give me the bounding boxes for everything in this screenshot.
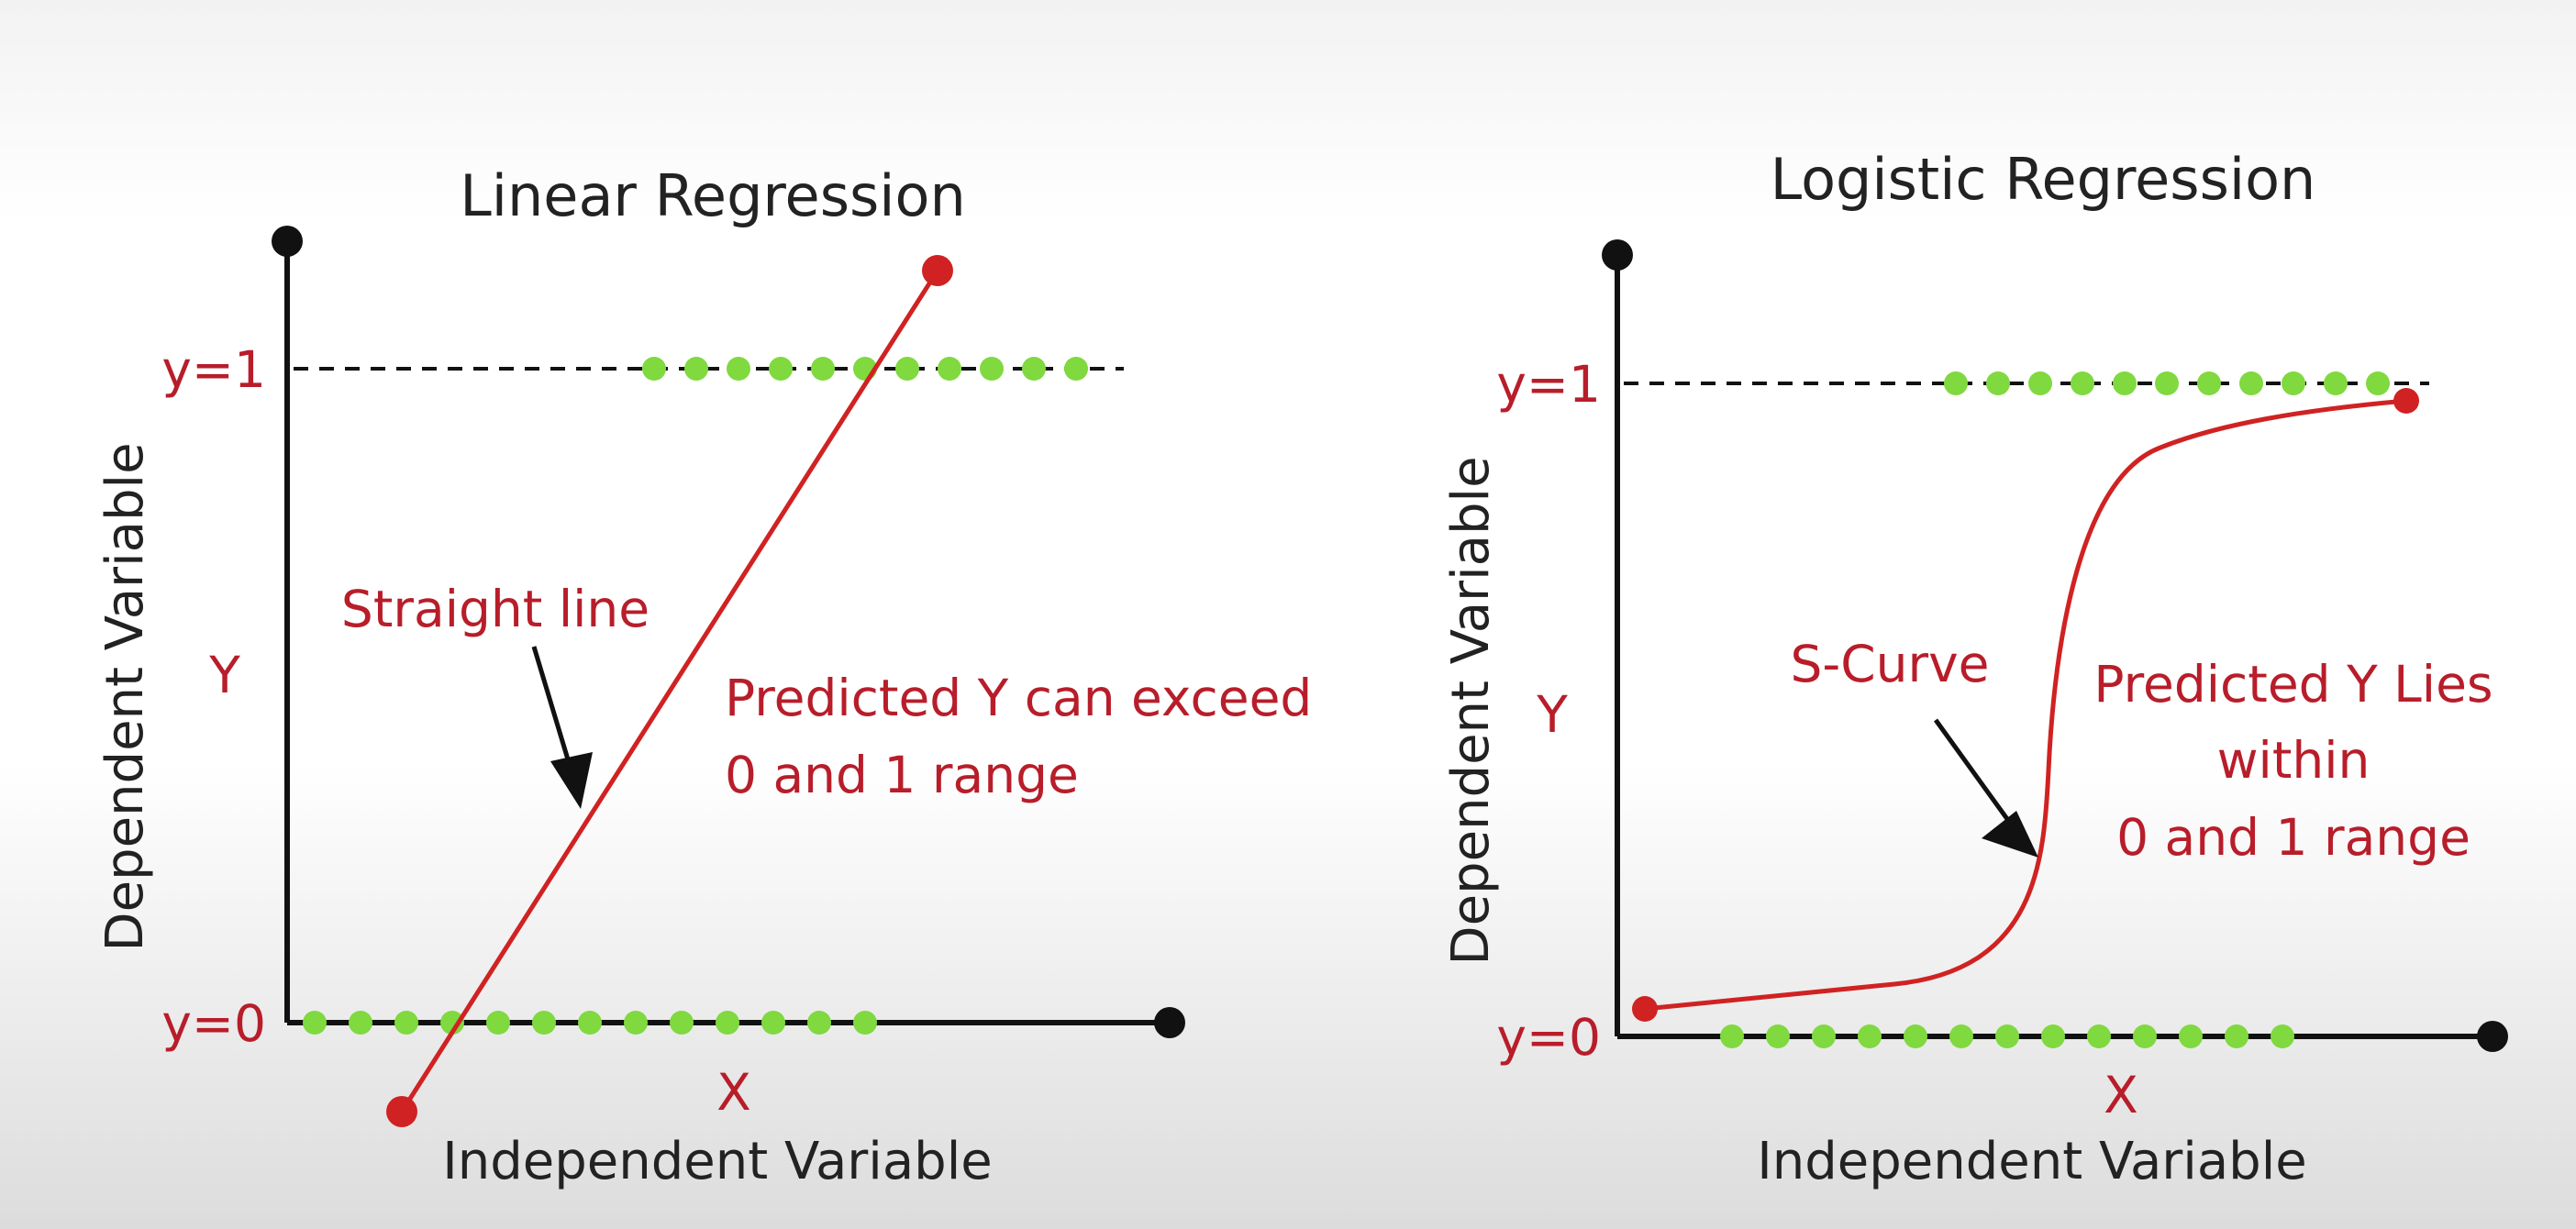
logistic-regression-panel: Logistic Regression y=1 y=0 Dependent Va… (1441, 146, 2508, 1191)
observation-dot (440, 1011, 464, 1035)
curve-start-dot (1632, 996, 1658, 1022)
observation-dot (670, 1011, 694, 1035)
observations-y1 (1944, 371, 2390, 395)
observation-dot (2028, 371, 2052, 395)
y0-label: y=0 (161, 994, 266, 1053)
x-axis-end-dot (2477, 1021, 2508, 1052)
y-symbol: Y (1536, 685, 1568, 744)
y-axis-label: Dependent Variable (1441, 456, 1501, 965)
observation-dot (1858, 1024, 1882, 1048)
observations-y0 (303, 1011, 877, 1035)
x-axis-label: Independent Variable (442, 1132, 992, 1191)
observation-dot (2155, 371, 2179, 395)
observation-dot (1944, 371, 1968, 395)
observation-dot (578, 1011, 602, 1035)
observation-dot (1766, 1024, 1790, 1048)
y0-label: y=0 (1496, 1008, 1601, 1067)
observation-dot (807, 1011, 831, 1035)
observation-dot (1812, 1024, 1836, 1048)
observation-dot (2225, 1024, 2248, 1048)
panel-title: Linear Regression (460, 162, 966, 229)
observation-dot (2113, 371, 2137, 395)
note-line-1: Predicted Y Lies (2093, 655, 2493, 714)
observation-dot (2133, 1024, 2157, 1048)
x-symbol: X (2104, 1066, 2138, 1124)
observation-dot (2041, 1024, 2065, 1048)
observation-dot (1022, 357, 1046, 381)
observation-dot (2087, 1024, 2111, 1048)
observation-dot (761, 1011, 785, 1035)
observation-dot (1995, 1024, 2019, 1048)
observation-dot (1720, 1024, 1744, 1048)
observation-dot (2324, 371, 2348, 395)
observation-dot (2197, 371, 2221, 395)
observation-dot (938, 357, 961, 381)
note-line-3: 0 and 1 range (2116, 808, 2471, 867)
observation-dot (642, 357, 666, 381)
note-line-2: 0 and 1 range (725, 746, 1079, 804)
arrow-shaft (531, 646, 573, 770)
curve-label: S-Curve (1790, 635, 1989, 693)
linear-regression-panel: Linear Regression y=1 y=0 Dependent Vari… (95, 162, 1312, 1191)
observation-dot (349, 1011, 372, 1035)
observation-dot (2239, 371, 2263, 395)
arrow-head-icon (550, 752, 593, 809)
observation-dot (684, 357, 708, 381)
observation-dot (1064, 357, 1088, 381)
observation-dot (2366, 371, 2390, 395)
observation-dot (853, 1011, 877, 1035)
observation-dot (1986, 371, 2010, 395)
note-line-1: Predicted Y can exceed (725, 669, 1312, 727)
observation-dot (811, 357, 835, 381)
observations-y0 (1720, 1024, 2294, 1048)
observation-dot (2071, 371, 2094, 395)
x-axis-label: Independent Variable (1757, 1132, 2306, 1191)
observation-dot (769, 357, 793, 381)
observation-dot (1904, 1024, 1927, 1048)
note-line-2: within (2217, 731, 2371, 790)
x-axis-end-dot (1154, 1007, 1185, 1038)
curve-label: Straight line (341, 580, 650, 638)
y-axis-label: Dependent Variable (95, 442, 155, 951)
y-axis-end-dot (1602, 239, 1633, 271)
arrow-shaft (1933, 718, 2010, 821)
predicted-straight-line (399, 269, 940, 1113)
y-axis-end-dot (272, 226, 303, 257)
observation-dot (727, 357, 750, 381)
observation-dot (980, 357, 1004, 381)
predicted-s-curve (1644, 398, 2407, 1012)
panel-title: Logistic Regression (1771, 146, 2316, 213)
observation-dot (716, 1011, 739, 1035)
y-symbol: Y (208, 646, 240, 704)
observation-dot (895, 357, 919, 381)
observation-dot (532, 1011, 556, 1035)
observation-dot (2179, 1024, 2203, 1048)
observation-dot (1949, 1024, 1973, 1048)
observation-dot (486, 1011, 510, 1035)
curve-end-dot (2393, 388, 2419, 414)
line-end-dot (922, 255, 953, 286)
observation-dot (2282, 371, 2305, 395)
y1-label: y=1 (161, 340, 266, 399)
x-symbol: X (716, 1063, 751, 1122)
line-start-dot (386, 1096, 417, 1127)
observation-dot (303, 1011, 327, 1035)
observation-dot (394, 1011, 418, 1035)
observation-dot (2271, 1024, 2294, 1048)
y1-label: y=1 (1496, 355, 1601, 414)
arrow-head-icon (1982, 811, 2038, 858)
observation-dot (624, 1011, 648, 1035)
